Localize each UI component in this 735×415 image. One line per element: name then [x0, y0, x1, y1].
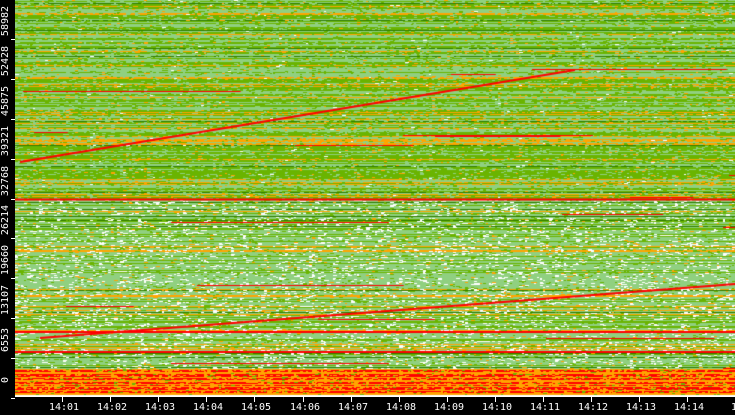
x-tick-label: 14:14 [673, 402, 705, 413]
y-tick-label: 6553 [0, 327, 11, 353]
x-tick-label: 14 [730, 402, 735, 413]
heatmap-canvas [15, 0, 735, 397]
y-tick-label: 26214 [0, 204, 11, 236]
x-tick-label: 14:03 [144, 402, 176, 413]
y-tick [11, 358, 15, 359]
x-tick-label: 14:06 [289, 402, 321, 413]
x-tick-label: 14:09 [433, 402, 465, 413]
x-tick [158, 397, 159, 402]
x-tick-label: 14:07 [337, 402, 369, 413]
x-tick [543, 397, 544, 402]
y-tick [11, 119, 15, 120]
x-tick-label: 14:01 [48, 402, 80, 413]
x-tick [351, 397, 352, 402]
x-tick [110, 397, 111, 402]
y-tick [11, 238, 15, 239]
x-tick-label: 14:08 [385, 402, 417, 413]
x-tick [591, 397, 592, 402]
y-tick-label: 65536 [0, 0, 12, 1]
y-tick-label: 52428 [0, 45, 11, 77]
y-tick-label: 19660 [0, 244, 11, 276]
y-tick [11, 318, 15, 319]
x-tick-label: 14:05 [240, 402, 272, 413]
x-tick [254, 397, 255, 402]
x-tick [399, 397, 400, 402]
y-tick [11, 278, 15, 279]
y-tick-label: 45875 [0, 85, 11, 117]
x-tick [62, 397, 63, 402]
x-tick [495, 397, 496, 402]
x-tick [687, 397, 688, 402]
y-tick-label: 39321 [0, 125, 11, 157]
y-tick [11, 159, 15, 160]
x-tick-label: 14:12 [577, 402, 609, 413]
x-tick-label: 14:10 [481, 402, 513, 413]
y-tick [11, 199, 15, 200]
y-tick-label: 32768 [0, 165, 11, 197]
x-tick [206, 397, 207, 402]
y-tick-label: 13107 [0, 284, 11, 316]
x-tick [447, 397, 448, 402]
x-tick-label: 14:13 [625, 402, 657, 413]
x-tick-label: 14:04 [192, 402, 224, 413]
x-tick [639, 397, 640, 402]
y-tick-label: 58982 [0, 5, 11, 37]
x-tick [303, 397, 304, 402]
x-tick-label: 14:11 [529, 402, 561, 413]
y-tick [11, 79, 15, 80]
y-tick [11, 39, 15, 40]
x-tick-label: 14:02 [96, 402, 128, 413]
y-tick-label: 0 [0, 376, 11, 384]
y-tick [11, 398, 15, 399]
